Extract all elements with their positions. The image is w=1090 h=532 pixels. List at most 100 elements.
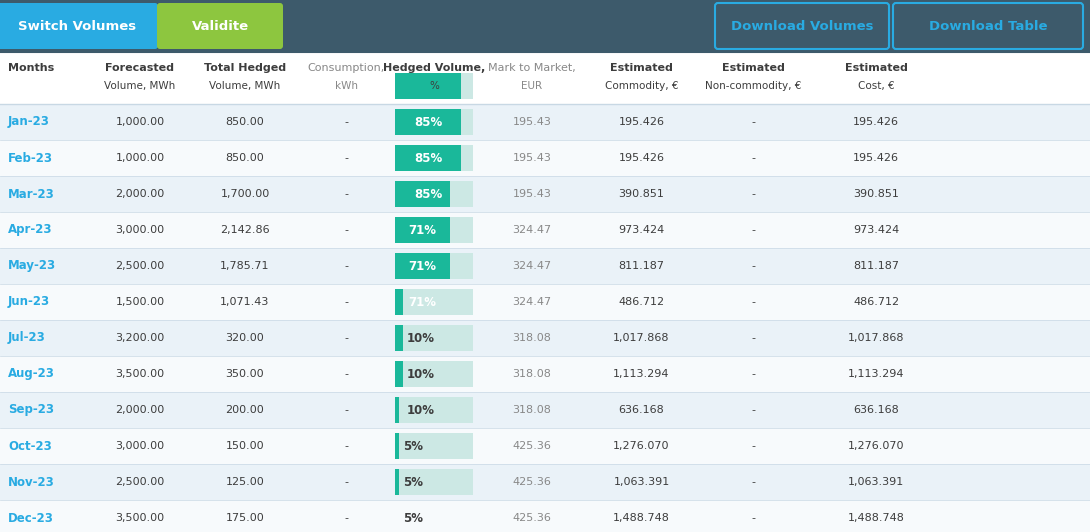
Text: 973.424: 973.424 <box>852 225 899 235</box>
Text: 1,071.43: 1,071.43 <box>220 297 269 307</box>
Bar <box>0 500 1090 532</box>
Text: Jul-23: Jul-23 <box>8 331 46 345</box>
Bar <box>0 320 1090 356</box>
Text: Estimated: Estimated <box>610 63 673 73</box>
Text: 636.168: 636.168 <box>619 405 665 415</box>
Text: 320.00: 320.00 <box>226 333 265 343</box>
Text: 195.426: 195.426 <box>853 153 899 163</box>
Text: Volume, MWh: Volume, MWh <box>209 81 280 91</box>
Bar <box>0 464 1090 500</box>
Bar <box>395 253 450 279</box>
Text: 1,063.391: 1,063.391 <box>848 477 904 487</box>
Text: -: - <box>751 441 755 451</box>
FancyBboxPatch shape <box>893 3 1083 49</box>
Text: Oct-23: Oct-23 <box>8 439 51 453</box>
Text: 1,017.868: 1,017.868 <box>614 333 669 343</box>
Bar <box>395 253 473 279</box>
Text: 71%: 71% <box>409 223 437 237</box>
Text: 486.712: 486.712 <box>618 297 665 307</box>
Bar <box>0 428 1090 464</box>
Bar <box>0 356 1090 392</box>
Text: kWh: kWh <box>335 81 358 91</box>
Text: 2,500.00: 2,500.00 <box>116 261 165 271</box>
Text: 3,500.00: 3,500.00 <box>116 513 165 523</box>
Text: 973.424: 973.424 <box>618 225 665 235</box>
Text: May-23: May-23 <box>8 260 56 272</box>
Text: Consumption,: Consumption, <box>307 63 385 73</box>
Text: 10%: 10% <box>407 368 435 380</box>
Text: 350.00: 350.00 <box>226 369 264 379</box>
Text: 85%: 85% <box>414 115 443 129</box>
Text: Nov-23: Nov-23 <box>8 476 55 488</box>
Text: Jun-23: Jun-23 <box>8 295 50 309</box>
Bar <box>0 140 1090 176</box>
Text: Aug-23: Aug-23 <box>8 368 55 380</box>
Text: 324.47: 324.47 <box>512 261 552 271</box>
Bar <box>0 104 1090 140</box>
Text: Switch Volumes: Switch Volumes <box>19 20 136 32</box>
Text: 150.00: 150.00 <box>226 441 264 451</box>
Text: Non-commodity, €: Non-commodity, € <box>705 81 801 91</box>
Text: 10%: 10% <box>407 331 435 345</box>
Text: -: - <box>751 513 755 523</box>
Text: -: - <box>751 225 755 235</box>
Text: -: - <box>344 477 349 487</box>
Text: -: - <box>344 369 349 379</box>
Text: 195.43: 195.43 <box>512 117 552 127</box>
Text: 1,113.294: 1,113.294 <box>848 369 905 379</box>
Text: 324.47: 324.47 <box>512 297 552 307</box>
Text: 425.36: 425.36 <box>512 477 552 487</box>
Text: 1,500.00: 1,500.00 <box>116 297 165 307</box>
Text: 195.43: 195.43 <box>512 189 552 199</box>
Text: -: - <box>344 117 349 127</box>
Bar <box>395 145 473 171</box>
Text: 318.08: 318.08 <box>512 369 552 379</box>
Text: 811.187: 811.187 <box>618 261 665 271</box>
Bar <box>395 289 473 315</box>
Text: Feb-23: Feb-23 <box>8 152 53 164</box>
Text: -: - <box>751 153 755 163</box>
Bar <box>395 325 403 351</box>
Bar <box>395 217 473 243</box>
Text: 2,000.00: 2,000.00 <box>116 189 165 199</box>
Text: 3,200.00: 3,200.00 <box>116 333 165 343</box>
Text: Dec-23: Dec-23 <box>8 511 53 525</box>
Text: Download Table: Download Table <box>929 20 1047 32</box>
Text: -: - <box>344 441 349 451</box>
Text: 3,000.00: 3,000.00 <box>116 225 165 235</box>
Text: -: - <box>344 405 349 415</box>
Text: Jan-23: Jan-23 <box>8 115 50 129</box>
Text: Download Volumes: Download Volumes <box>730 20 873 32</box>
Text: Estimated: Estimated <box>845 63 908 73</box>
Text: 1,700.00: 1,700.00 <box>220 189 269 199</box>
Text: 811.187: 811.187 <box>853 261 899 271</box>
Bar <box>395 145 461 171</box>
Text: -: - <box>751 333 755 343</box>
Bar <box>395 469 399 495</box>
FancyBboxPatch shape <box>157 3 283 49</box>
Text: -: - <box>344 333 349 343</box>
Text: 200.00: 200.00 <box>226 405 265 415</box>
Text: 85%: 85% <box>414 152 443 164</box>
Text: 2,142.86: 2,142.86 <box>220 225 270 235</box>
Bar <box>395 361 403 387</box>
Text: 1,113.294: 1,113.294 <box>614 369 669 379</box>
Text: Hedged Volume,: Hedged Volume, <box>383 63 485 73</box>
Text: 1,276.070: 1,276.070 <box>848 441 905 451</box>
Text: 486.712: 486.712 <box>853 297 899 307</box>
Bar <box>395 433 399 459</box>
Text: 2,500.00: 2,500.00 <box>116 477 165 487</box>
Bar <box>395 217 450 243</box>
Bar <box>395 109 473 135</box>
Text: -: - <box>751 477 755 487</box>
Text: 85%: 85% <box>414 187 443 201</box>
Bar <box>395 181 450 207</box>
Text: 1,488.748: 1,488.748 <box>848 513 905 523</box>
Text: -: - <box>751 369 755 379</box>
Bar <box>395 433 473 459</box>
Text: 195.426: 195.426 <box>853 117 899 127</box>
Text: 2,000.00: 2,000.00 <box>116 405 165 415</box>
Bar <box>395 289 403 315</box>
Text: Commodity, €: Commodity, € <box>605 81 678 91</box>
Bar <box>395 469 473 495</box>
